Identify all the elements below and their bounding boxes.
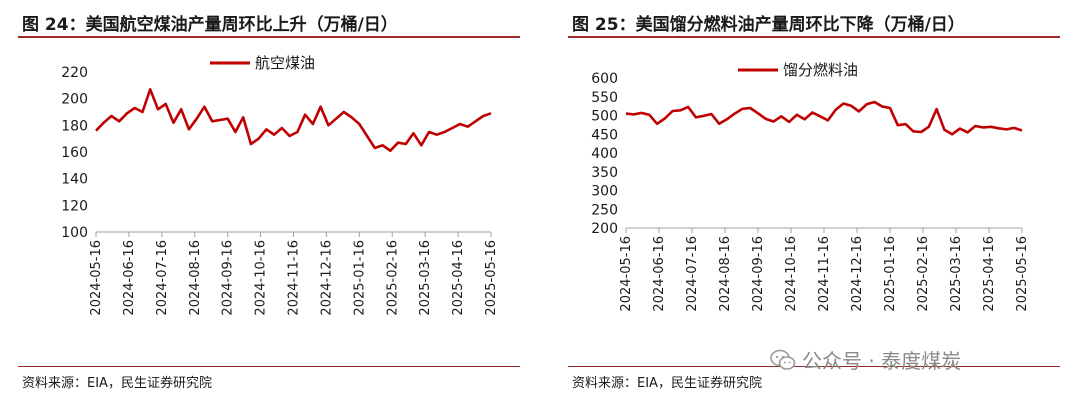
y-tick-label: 300 (591, 184, 618, 200)
y-tick-label: 120 (61, 198, 88, 214)
x-tick-label: 2024-05-16 (89, 240, 104, 316)
y-tick-label: 200 (591, 221, 618, 237)
chart-source: 资料来源：EIA，民生证券研究院 (22, 376, 212, 391)
x-tick-label: 2024-08-16 (188, 240, 203, 316)
x-tick-label: 2024-12-16 (850, 236, 865, 312)
x-tick-label: 2025-05-16 (484, 240, 499, 316)
x-tick-label: 2024-07-16 (685, 236, 700, 312)
y-tick-label: 550 (591, 90, 618, 106)
watermark: 公众号 · 泰度煤炭 (770, 345, 961, 374)
chart-panel-jet-fuel: 图 24：美国航空煤油产量周环比上升（万桶/日） 100 120 140 160 180… (18, 15, 520, 391)
wechat-icon (770, 349, 796, 370)
series-line (625, 100, 1023, 136)
chart-title: 图 24：美国航空煤油产量周环比上升（万桶/日） (22, 15, 398, 35)
x-tick-label: 2024-06-16 (652, 236, 667, 312)
title-divider (568, 36, 1060, 38)
legend-label: 航空煤油 (255, 54, 315, 72)
x-tick-label: 2024-09-16 (221, 240, 236, 316)
chart-jet-fuel: 100 120 140 160 180 200 220 2024-05-16 2024-06-1… (61, 54, 499, 316)
x-tick-label: 2024-11-16 (817, 236, 832, 312)
series-line (95, 87, 492, 152)
x-tick-label: 2024-05-16 (619, 236, 634, 312)
bottom-divider (568, 366, 1060, 367)
y-tick-label: 600 (591, 71, 618, 87)
y-tick-label: 100 (61, 225, 88, 241)
x-tick-label: 2025-05-16 (1015, 236, 1030, 312)
y-tick-label: 220 (61, 65, 88, 81)
x-tick-label: 2024-12-16 (319, 240, 334, 316)
bottom-divider (18, 366, 520, 367)
y-tick-label: 350 (591, 165, 618, 181)
x-tick-label: 2024-07-16 (155, 240, 170, 316)
x-tick-label: 2024-08-16 (718, 236, 733, 312)
y-tick-label: 450 (591, 127, 618, 143)
x-tick-label: 2025-04-16 (451, 240, 466, 316)
x-tick-label: 2025-03-16 (949, 236, 964, 312)
x-tick-label: 2025-01-16 (352, 240, 367, 316)
x-tick-label: 2024-10-16 (254, 240, 269, 316)
y-tick-label: 400 (591, 146, 618, 162)
watermark-text: 公众号 · 泰度煤炭 (802, 349, 962, 373)
x-tick-label: 2025-04-16 (982, 236, 997, 312)
chart-source: 资料来源：EIA，民生证券研究院 (572, 376, 762, 391)
x-tick-label: 2025-02-16 (385, 240, 400, 316)
y-tick-label: 160 (61, 145, 88, 161)
chart-distillate: 200 250 300 350 400 450 500 550 600 2024-05-16 202… (591, 61, 1030, 312)
y-tick-label: 200 (61, 92, 88, 108)
legend-label: 馏分燃料油 (783, 61, 858, 79)
x-tick-label: 2024-09-16 (751, 236, 766, 312)
x-tick-label: 2025-03-16 (418, 240, 433, 316)
x-tick-label: 2025-02-16 (916, 236, 931, 312)
x-tick-label: 2025-01-16 (883, 236, 898, 312)
chart-title: 图 25：美国馏分燃料油产量周环比下降（万桶/日） (572, 15, 965, 35)
x-tick-label: 2024-11-16 (287, 240, 302, 316)
x-tick-label: 2024-10-16 (784, 236, 799, 312)
y-tick-label: 180 (61, 118, 88, 134)
y-tick-label: 250 (591, 202, 618, 218)
y-tick-label: 500 (591, 109, 618, 125)
y-tick-label: 140 (61, 172, 88, 188)
chart-panel-distillate: 图 25：美国馏分燃料油产量周环比下降（万桶/日） 200 250 300 350 40… (550, 0, 1080, 406)
title-divider (18, 36, 520, 38)
x-tick-label: 2024-06-16 (122, 240, 137, 316)
